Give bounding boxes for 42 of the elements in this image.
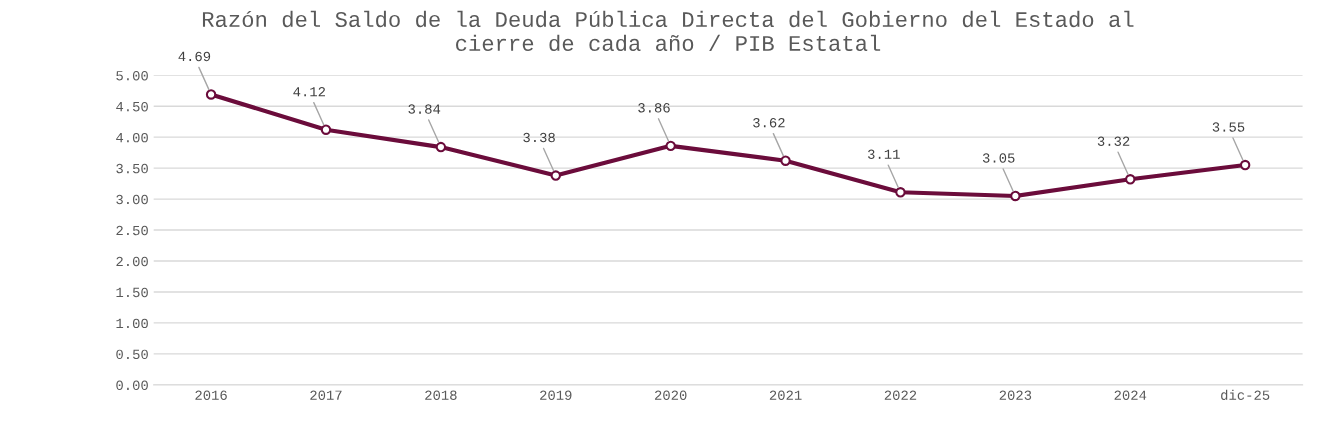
x-tick-label: 2022 bbox=[884, 390, 917, 400]
point bbox=[1010, 190, 1021, 202]
x-tick-label: dic-25 bbox=[1221, 389, 1270, 400]
data-label: 3.11 bbox=[867, 149, 900, 159]
data-label: 4.69 bbox=[178, 51, 211, 62]
point bbox=[435, 141, 447, 153]
point bbox=[780, 155, 791, 166]
data-label: 3.32 bbox=[1097, 136, 1130, 146]
point bbox=[320, 124, 332, 135]
point bbox=[1125, 174, 1136, 185]
data-label: 3.84 bbox=[408, 104, 441, 114]
y-tick-label: 2.50 bbox=[116, 225, 148, 236]
point bbox=[665, 140, 676, 152]
data-label: 3.05 bbox=[982, 153, 1015, 163]
y-tick-label: 4.50 bbox=[116, 101, 148, 112]
y-tick-label: 0.50 bbox=[116, 349, 148, 360]
x-tick-label: 2018 bbox=[425, 390, 457, 400]
y-tick-label: 5.00 bbox=[116, 70, 148, 81]
x-tick-label: 2017 bbox=[310, 390, 342, 400]
point bbox=[1239, 159, 1251, 171]
x-tick-label: 2020 bbox=[654, 390, 687, 400]
point bbox=[895, 187, 906, 198]
data-label: 3.62 bbox=[753, 117, 785, 128]
x-tick-label: 2019 bbox=[540, 390, 572, 400]
y-tick-label: 3.00 bbox=[116, 194, 148, 205]
y-tick-label: 1.50 bbox=[116, 287, 148, 298]
data-label: 4.12 bbox=[293, 87, 325, 97]
data-label: 3.86 bbox=[638, 103, 670, 113]
x-tick-label: 2016 bbox=[195, 390, 227, 400]
y-tick-label: 4.00 bbox=[116, 132, 148, 143]
point bbox=[550, 170, 561, 181]
data-label: 3.38 bbox=[523, 132, 555, 143]
data-label: 3.55 bbox=[1212, 122, 1245, 132]
y-tick-label: 2.00 bbox=[116, 256, 148, 267]
chart-title: Razón del Saldo de la Deuda Pública Directa del Gobierno del Estado al cierre de cada año / PIB Estatal bbox=[202, 10, 1134, 52]
x-tick-label: 2023 bbox=[999, 390, 1032, 400]
y-tick-label: 1.00 bbox=[116, 318, 148, 329]
y-tick-label: 0.00 bbox=[116, 380, 148, 391]
y-tick-label: 3.50 bbox=[116, 163, 148, 174]
x-tick-label: 2024 bbox=[1114, 390, 1147, 400]
x-tick-label: 2021 bbox=[769, 390, 802, 400]
point bbox=[205, 89, 217, 100]
